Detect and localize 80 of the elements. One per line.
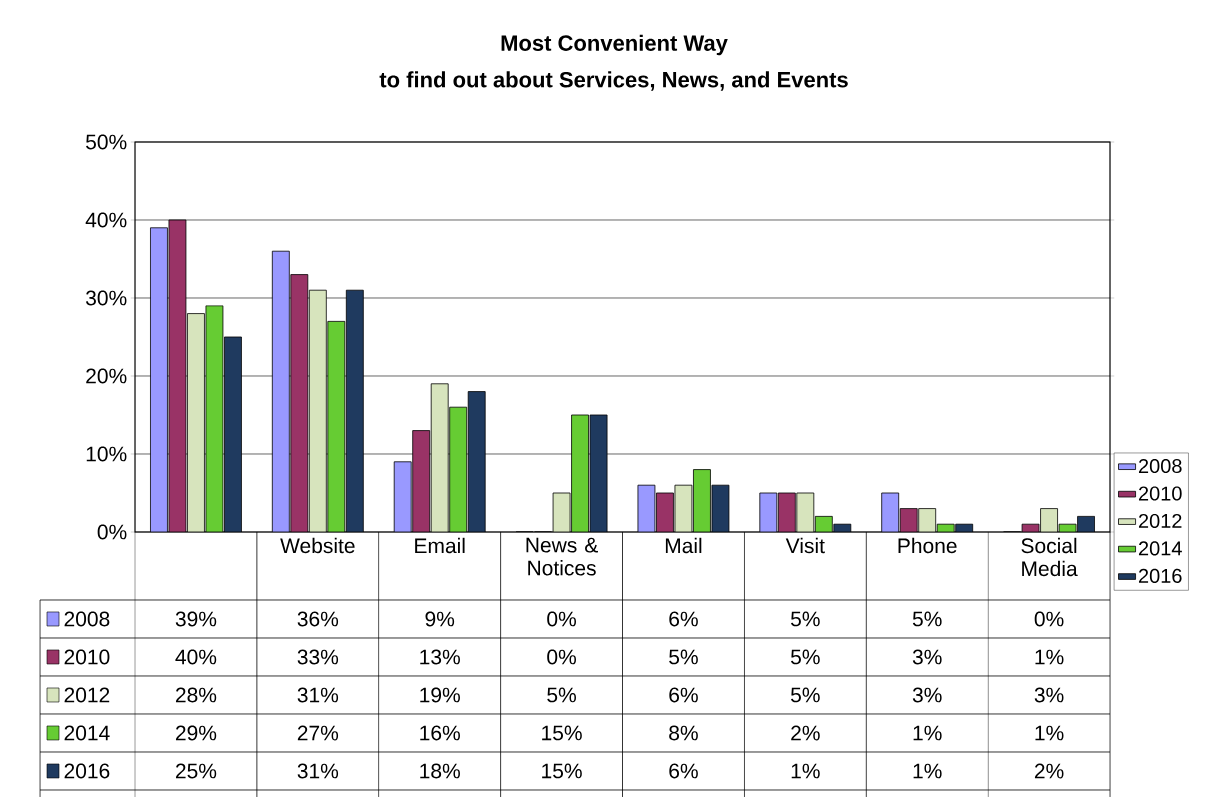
data-label: 1% — [1035, 649, 1064, 665]
data-label: 31% — [297, 763, 339, 779]
bar — [346, 290, 364, 532]
data-label: 3% — [1034, 687, 1064, 703]
bar — [327, 321, 345, 532]
data-label: 5% — [669, 649, 698, 665]
y-tick-label: 20% — [86, 368, 127, 384]
bar — [290, 274, 308, 532]
text: 2014 — [64, 725, 110, 741]
legend-label: 2016 — [1138, 568, 1182, 583]
data-label: 27% — [297, 725, 339, 741]
data-label: 6% — [669, 763, 698, 779]
text: 2016 — [64, 763, 110, 779]
bar — [412, 430, 430, 532]
data-label: 18% — [420, 763, 460, 779]
bar — [571, 414, 589, 532]
bar — [468, 391, 486, 532]
data-label: 5% — [547, 687, 576, 703]
data-label: 3% — [912, 649, 942, 665]
data-label: 29% — [175, 725, 217, 741]
bar — [150, 227, 168, 532]
x-tick-label: Social Media — [1021, 537, 1078, 577]
data-label: 39% — [175, 611, 217, 627]
legend-label: 2012 — [1138, 513, 1182, 529]
x-tick-label: Visit — [785, 537, 825, 554]
x-tick-label: Email — [415, 537, 465, 554]
bar — [449, 407, 467, 532]
data-label: 1% — [913, 763, 942, 779]
legend-label: 2010 — [1138, 486, 1182, 501]
data-label: 8% — [669, 725, 698, 741]
data-label: 13% — [420, 649, 460, 665]
data-label: 15% — [542, 763, 582, 779]
data-label: 3% — [912, 687, 942, 703]
data-label: 5% — [912, 611, 942, 627]
chart-subtitle: to find out about Services, News, and Events — [379, 71, 848, 91]
data-label: 33% — [297, 649, 339, 665]
data-label: 28% — [175, 687, 217, 703]
bar — [309, 290, 327, 532]
x-tick-label: News & Notices — [526, 537, 598, 576]
data-label: 36% — [297, 611, 339, 627]
chart-title: Most Convenient Way — [501, 34, 728, 56]
data-label: 1% — [913, 725, 942, 741]
data-label: 9% — [425, 611, 455, 627]
text: 2008 — [1138, 458, 1182, 474]
data-label: 1% — [1035, 725, 1064, 741]
data-label: 0% — [547, 649, 576, 665]
data-label: 19% — [420, 687, 460, 703]
data-label: 0% — [547, 611, 576, 627]
y-tick-label: 10% — [86, 446, 127, 462]
data-label: 5% — [790, 611, 820, 627]
x-tick-label: Website — [280, 537, 355, 554]
data-label: 5% — [790, 649, 820, 665]
data-label: 6% — [669, 687, 698, 703]
data-label: 15% — [542, 725, 582, 741]
text: 2010 — [64, 649, 110, 665]
x-tick-label: Mail — [665, 537, 702, 554]
y-tick-label: 30% — [85, 290, 127, 306]
data-label: 0% — [1034, 611, 1064, 627]
x-tick-label: Phone — [898, 537, 957, 554]
data-label: 6% — [669, 611, 698, 627]
bar — [187, 313, 205, 532]
bar — [693, 469, 711, 532]
y-tick-label: 50% — [86, 134, 127, 150]
bar — [431, 383, 449, 532]
legend-label: 2008 — [64, 611, 110, 627]
data-label: 1% — [791, 763, 820, 779]
data-label: 5% — [790, 687, 820, 703]
text: 2012 — [64, 687, 110, 703]
data-label: 31% — [297, 687, 339, 703]
bar — [272, 251, 290, 532]
data-label: 25% — [175, 763, 217, 779]
data-label: 40% — [175, 649, 217, 665]
bar — [394, 461, 412, 532]
legend-label: 2014 — [1138, 541, 1182, 556]
y-tick-label: 40% — [85, 212, 127, 228]
bar — [224, 336, 242, 532]
data-label: 2% — [791, 725, 820, 741]
data-label: 2% — [1034, 763, 1064, 779]
y-tick-label: 0% — [97, 524, 127, 540]
data-label: 16% — [420, 725, 460, 741]
